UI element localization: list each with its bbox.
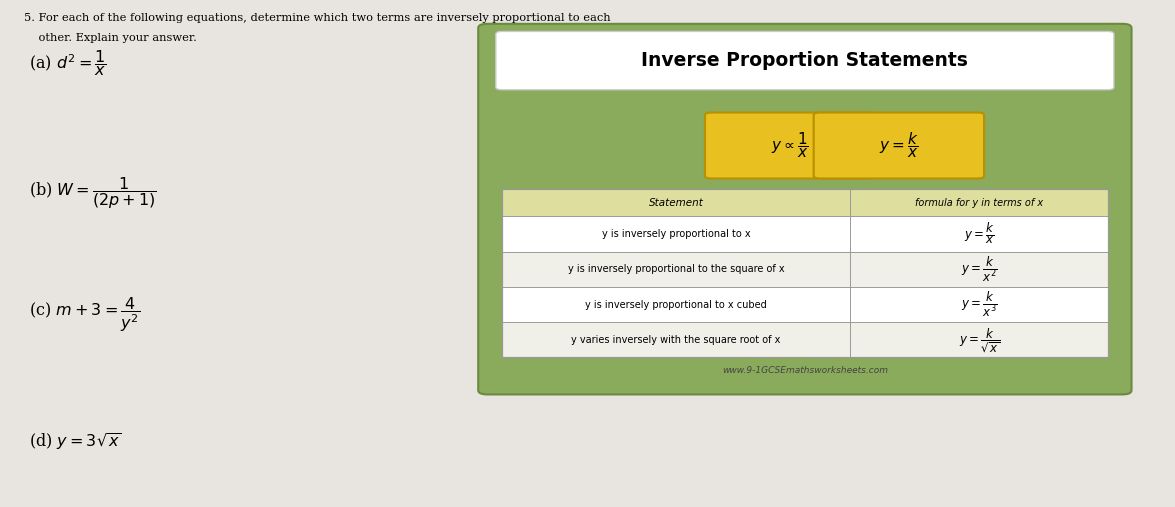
Text: Statement: Statement	[649, 198, 704, 207]
Bar	[502, 322, 1108, 357]
Text: $y = \dfrac{k}{x}$: $y = \dfrac{k}{x}$	[879, 131, 919, 160]
Text: y varies inversely with the square root of x: y varies inversely with the square root …	[571, 335, 780, 345]
Text: Inverse Proportion Statements: Inverse Proportion Statements	[642, 51, 968, 70]
Text: $y = \dfrac{k}{x}$: $y = \dfrac{k}{x}$	[963, 222, 994, 246]
Text: www.9-1GCSEmathsworksheets.com: www.9-1GCSEmathsworksheets.com	[721, 366, 888, 375]
FancyBboxPatch shape	[705, 113, 875, 178]
Text: $y \propto \dfrac{1}{x}$: $y \propto \dfrac{1}{x}$	[771, 131, 810, 160]
Bar	[502, 251, 1108, 287]
Bar	[502, 287, 1108, 322]
FancyBboxPatch shape	[496, 31, 1114, 90]
Text: y is inversely proportional to x cubed: y is inversely proportional to x cubed	[585, 300, 767, 310]
Text: $y = \dfrac{k}{x^2}$: $y = \dfrac{k}{x^2}$	[961, 255, 998, 284]
Text: $y = \dfrac{k}{x^3}$: $y = \dfrac{k}{x^3}$	[961, 290, 998, 319]
FancyBboxPatch shape	[478, 24, 1132, 394]
Bar	[502, 216, 1108, 251]
Text: (a) $d^2 = \dfrac{1}{x}$: (a) $d^2 = \dfrac{1}{x}$	[29, 48, 107, 79]
Text: formula for y in terms of x: formula for y in terms of x	[915, 198, 1043, 207]
Text: (c) $m + 3 = \dfrac{4}{y^2}$: (c) $m + 3 = \dfrac{4}{y^2}$	[29, 295, 141, 334]
FancyBboxPatch shape	[813, 113, 983, 178]
Text: y is inversely proportional to the square of x: y is inversely proportional to the squar…	[568, 264, 785, 274]
Text: $y = \dfrac{k}{\sqrt{x}}$: $y = \dfrac{k}{\sqrt{x}}$	[959, 326, 1000, 354]
Text: 5. For each of the following equations, determine which two terms are inversely : 5. For each of the following equations, …	[24, 13, 610, 23]
Bar	[502, 189, 1108, 357]
Text: (b) $W = \dfrac{1}{(2p+1)}$: (b) $W = \dfrac{1}{(2p+1)}$	[29, 175, 157, 210]
Text: (d) $y = 3\sqrt{x}$: (d) $y = 3\sqrt{x}$	[29, 430, 122, 452]
Text: y is inversely proportional to x: y is inversely proportional to x	[602, 229, 751, 239]
Bar	[502, 189, 1108, 216]
Text: other. Explain your answer.: other. Explain your answer.	[24, 33, 196, 43]
